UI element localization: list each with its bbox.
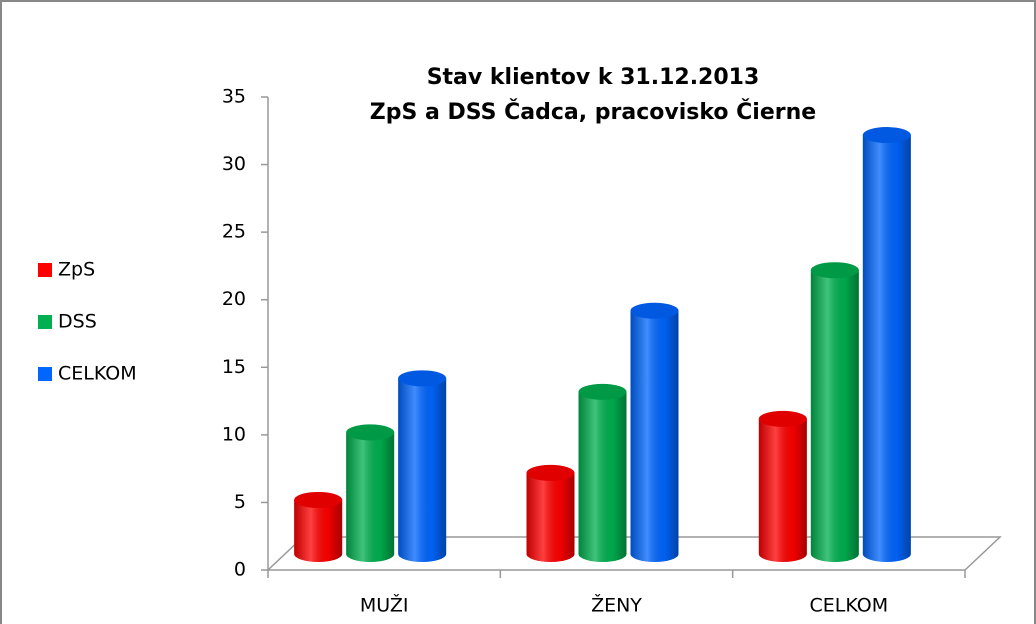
y-tick-label: 35 <box>222 86 246 108</box>
cylinder-top <box>398 370 447 387</box>
y-tick-label: 15 <box>222 356 246 378</box>
x-tick-label: ŽENY <box>591 594 642 617</box>
cylinder-top <box>294 491 343 508</box>
cylinder-top-shade <box>346 424 395 441</box>
shading <box>578 391 627 562</box>
y-tick-label: 30 <box>222 153 246 175</box>
legend-swatch <box>38 367 52 381</box>
cylinder-top-shade <box>758 410 807 427</box>
cylinder-top-shade <box>294 491 343 508</box>
cylinder-top-shade <box>526 464 575 481</box>
cylinder-top <box>578 383 627 400</box>
cylinder-top <box>758 410 807 427</box>
legend-label: DSS <box>58 311 97 333</box>
legend-label: ZpS <box>58 259 95 281</box>
chart-subtitle: ZpS a DSS Čadca, pracovisko Čierne <box>370 99 816 125</box>
shading <box>294 499 343 562</box>
legend-swatch <box>38 263 52 277</box>
cylinder-top-shade <box>398 370 447 387</box>
y-tick-label: 20 <box>222 288 246 310</box>
shading <box>862 135 911 563</box>
x-tick-label: MUŽI <box>360 594 409 617</box>
legend-swatch <box>38 315 52 329</box>
shading <box>346 432 395 562</box>
shading <box>526 472 575 562</box>
legend-label: CELKOM <box>58 363 137 385</box>
cylinder-top-shade <box>862 127 911 144</box>
y-tick-label: 25 <box>222 221 246 243</box>
shading <box>758 418 807 562</box>
shading <box>630 310 679 562</box>
cylinder-top <box>810 262 859 279</box>
cylinder-top <box>346 424 395 441</box>
y-tick-label: 5 <box>234 491 246 513</box>
x-tick-label: CELKOM <box>810 595 889 617</box>
y-tick-label: 10 <box>222 423 246 445</box>
cylinder-top-shade <box>578 383 627 400</box>
y-tick-label: 0 <box>234 559 246 581</box>
shading <box>810 270 859 562</box>
cylinder-top-shade <box>810 262 859 279</box>
shading <box>398 378 447 562</box>
cylinder-top <box>630 302 679 319</box>
cylinder-top <box>862 127 911 144</box>
chart-title: Stav klientov k 31.12.2013 <box>427 65 760 90</box>
cylinder-top <box>526 464 575 481</box>
cylinder-top-shade <box>630 302 679 319</box>
